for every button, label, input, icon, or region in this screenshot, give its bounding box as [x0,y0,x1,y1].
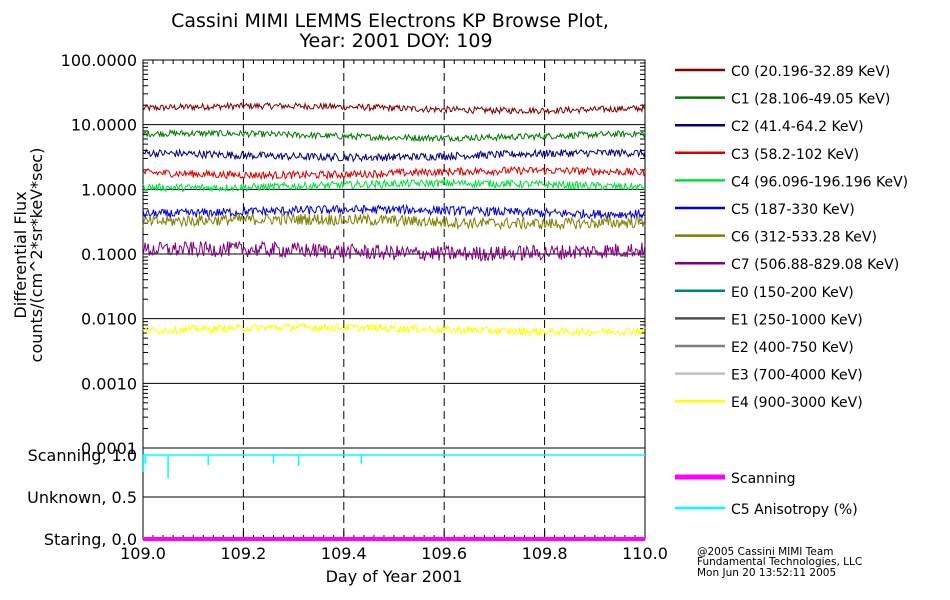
legend-label-0: C0 (20.196-32.89 KeV) [731,64,890,80]
legend-label-6: C6 (312-533.28 KeV) [731,230,877,246]
credit-line2: Fundamental Technologies, LLC [697,556,862,568]
y-axis-label-line2: counts/(cm^2*sr*keV*sec) [27,148,46,363]
y-tick-label: 0.1000 [81,245,137,264]
x-tick-label: 109.8 [522,544,568,563]
series-line-7 [142,240,646,262]
credit-line3: Mon Jun 20 13:52:11 2005 [697,567,836,579]
series-line-12 [142,322,646,338]
legend-label-1: C1 (28.106-49.05 KeV) [731,92,890,108]
chart-title-line2: Year: 2001 DOY: 109 [298,30,492,52]
series-line-2 [142,148,646,163]
y-tick-label: 10.0000 [71,116,137,135]
x-tick-label: 109.0 [120,544,166,563]
series-line-4 [142,177,646,193]
series-line-5 [142,203,646,220]
status-tick-label: Scanning, 1.0 [28,446,137,465]
series-line-1 [142,128,646,143]
plot-layer: 100.0000 10.0000 1.0000 0.1000 0.0100 0.0010 0… [27,51,668,563]
series-line-6 [142,212,646,231]
legend-label-11: E3 (700-4000 KeV) [731,368,863,384]
legend-label-8: E0 (150-200 KeV) [731,285,854,301]
chart-title-line1: Cassini MIMI LEMMS Electrons KP Browse P… [171,10,609,32]
legend-label-12: E4 (900-3000 KeV) [731,395,863,411]
plot-frame [142,59,646,540]
status-tick-label: Staring, 0.0 [44,530,137,549]
status-tick-label: Unknown, 0.5 [27,488,137,507]
y-tick-label: 0.0100 [81,310,137,329]
x-tick-label: 109.4 [321,544,367,563]
x-axis-label: Day of Year 2001 [326,567,463,586]
credit-line1: @2005 Cassini MIMI Team [697,546,834,558]
legend-label-10: E2 (400-750 KeV) [731,340,854,356]
y-tick-label: 1.0000 [81,180,137,199]
legend-label-5: C5 (187-330 KeV) [731,202,855,218]
legend-label-2: C2 (41.4-64.2 KeV) [731,119,864,135]
y-axis-label-line1: Differential Flux [11,191,30,318]
y-tick-label: 0.0001 [81,439,137,458]
legend-label-4: C4 (96.096-196.196 KeV) [731,174,908,190]
legend-label-3: C3 (58.2-102 KeV) [731,147,859,163]
x-tick-label: 109.2 [220,544,266,563]
legend: C0 (20.196-32.89 KeV) C1 (28.106-49.05 Ke… [675,64,908,518]
legend-label-9: E1 (250-1000 KeV) [731,312,863,328]
series-line-3 [142,165,646,181]
legend-label-7: C7 (506.88-829.08 KeV) [731,257,899,273]
y-tick-label: 0.0010 [81,374,137,393]
legend-status-label-0: Scanning [731,471,796,487]
y-axis-label-group: Differential Flux counts/(cm^2*sr*keV*se… [11,148,46,363]
x-tick-label: 110.0 [622,544,668,563]
y-tick-label: 100.0000 [61,51,137,70]
series-line-0 [142,101,646,116]
x-tick-label: 109.6 [421,544,467,563]
legend-status-label-1: C5 Anisotropy (%) [731,502,858,518]
